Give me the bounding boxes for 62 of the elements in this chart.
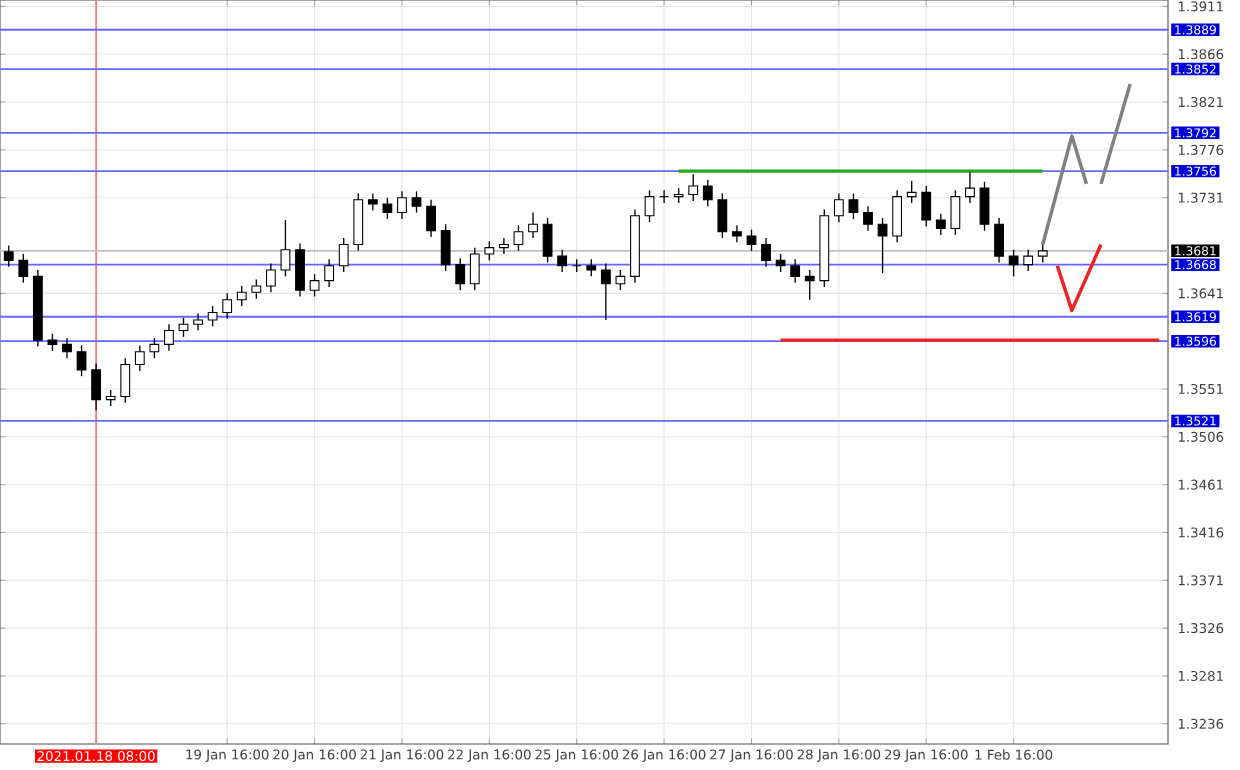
candlestick [775, 253, 786, 273]
candlestick [382, 197, 393, 220]
candlestick [513, 224, 524, 252]
candlestick [804, 269, 815, 301]
candlestick [790, 258, 801, 284]
candlestick [600, 262, 611, 321]
candlestick [644, 189, 655, 223]
candlestick [295, 242, 305, 298]
candlestick [761, 237, 771, 268]
candlestick [455, 257, 466, 291]
candlestick [848, 192, 859, 220]
candlestick [557, 249, 568, 273]
candlestick [542, 217, 553, 264]
candlestick [1008, 249, 1019, 278]
candlestick [309, 273, 320, 298]
candlestick [338, 237, 349, 273]
candlestick [469, 246, 480, 291]
candlestick [236, 285, 247, 307]
candlestick [615, 269, 626, 291]
candlestick [134, 344, 145, 372]
candlestick [935, 212, 946, 236]
candlestick [732, 224, 742, 243]
candlestick [91, 362, 102, 411]
candlestick [906, 180, 917, 204]
candlestick [426, 199, 436, 238]
candlestick [280, 219, 291, 278]
candlestick [120, 357, 131, 404]
candlestick [207, 305, 218, 327]
candlestick [62, 337, 72, 359]
candlestick [324, 258, 335, 288]
candlestick [149, 337, 160, 359]
candlestick [717, 192, 728, 239]
candlestick [193, 312, 203, 332]
candlestick [251, 278, 262, 300]
candlestick [833, 192, 844, 223]
candlestick [950, 189, 961, 236]
candlestick [484, 240, 495, 262]
candlestick [965, 171, 975, 204]
candlestick [411, 190, 422, 214]
candlestick [397, 190, 407, 220]
candlestick [528, 211, 538, 239]
candlestick [746, 228, 757, 252]
candlestick [76, 344, 87, 377]
candlestick [353, 192, 364, 252]
candlestick [3, 244, 14, 268]
candlestick [265, 262, 276, 293]
candlestick [979, 181, 990, 232]
candlestick [164, 323, 174, 352]
candlestick [863, 205, 873, 232]
candlestick [994, 217, 1004, 264]
candlestick [178, 317, 189, 338]
candlestick [892, 189, 903, 243]
candlestick [921, 185, 932, 228]
candlestick [222, 292, 233, 320]
candlestick [440, 223, 451, 272]
candlestick [1037, 243, 1048, 264]
candlestick [877, 217, 888, 274]
candlestick [18, 253, 29, 284]
candlestick [1023, 249, 1034, 272]
candlestick [688, 173, 699, 202]
candlestick [499, 237, 509, 255]
candlestick [702, 178, 713, 207]
